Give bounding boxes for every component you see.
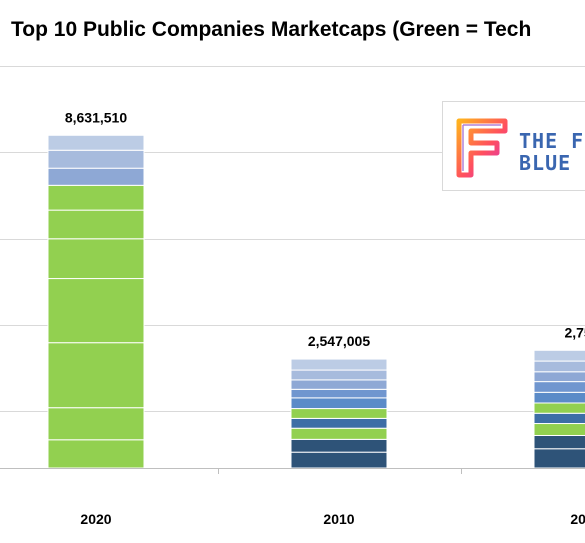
bar-segment (533, 371, 585, 383)
x-tick-label: 2020 (80, 511, 111, 527)
logo-f-mark-icon (456, 118, 508, 178)
bar-segment (290, 358, 388, 371)
bar-segment (533, 402, 585, 414)
bar-segment (47, 149, 145, 169)
bar-segment (47, 278, 145, 344)
chart-title: Top 10 Public Companies Marketcaps (Gree… (11, 18, 532, 41)
bar-segment (290, 417, 388, 429)
bars (47, 134, 585, 469)
bar-segment (47, 407, 145, 441)
bar-segment (47, 439, 145, 469)
bar-segment (47, 167, 145, 186)
bar-segment (533, 360, 585, 373)
x-tick-label: 200 (570, 511, 585, 527)
bar-segment (290, 438, 388, 453)
bar-segment (290, 388, 388, 399)
x-tick-label: 2010 (323, 511, 354, 527)
bar-segment (47, 184, 145, 211)
bar-segment (47, 209, 145, 240)
bar-segment (290, 427, 388, 440)
bar-segment (533, 434, 585, 450)
bar-total-label: 2,547,005 (308, 333, 370, 349)
bar-segment (47, 342, 145, 409)
bar-segment (533, 349, 585, 362)
bar-segment (47, 238, 145, 280)
bar-segment (533, 448, 585, 469)
bar-segment (290, 408, 388, 419)
bar-segment (290, 397, 388, 410)
bar-total-label: 8,631,510 (65, 109, 127, 125)
bar-segment (290, 379, 388, 390)
bar-segment (533, 412, 585, 425)
x-axis: 2020 2010 200 (0, 468, 585, 527)
data-labels: 8,631,510 2,547,005 2,752 (65, 109, 585, 349)
logo: THE FI BLUE (442, 101, 585, 191)
bar-segment (290, 369, 388, 381)
bar-segment (47, 134, 145, 151)
bar-segment (290, 451, 388, 469)
bar-segment (533, 423, 585, 436)
bar-total-label: 2,752 (564, 324, 585, 340)
logo-text: BLUE (519, 151, 572, 175)
bar-segment (533, 381, 585, 393)
logo-text: THE FI (519, 129, 585, 153)
bar-segment (533, 391, 585, 404)
